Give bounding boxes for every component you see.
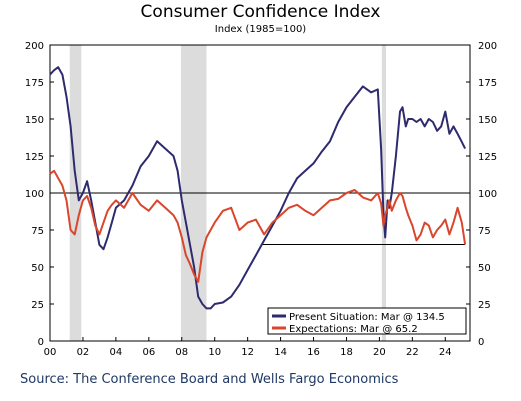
x-tick-label: 00 xyxy=(44,347,57,358)
legend-box xyxy=(267,307,467,335)
legend-label-0: Present Situation: Mar @ 134.5 xyxy=(289,312,445,323)
y-tick-label-right: 100 xyxy=(478,189,497,200)
y-tick-label-left: 200 xyxy=(25,41,44,52)
y-tick-label-right: 25 xyxy=(478,300,491,311)
y-tick-label-right: 175 xyxy=(478,78,497,89)
source-note: Source: The Conference Board and Wells F… xyxy=(20,372,399,387)
x-tick-label: 08 xyxy=(175,347,188,358)
x-tick-label: 04 xyxy=(110,347,123,358)
y-tick-label-left: 50 xyxy=(31,263,44,274)
x-tick-label: 12 xyxy=(241,347,254,358)
y-tick-label-right: 0 xyxy=(478,337,484,348)
y-tick-label-left: 150 xyxy=(25,115,44,126)
y-tick-label-right: 200 xyxy=(478,41,497,52)
x-tick-label: 10 xyxy=(208,347,221,358)
y-tick-label-right: 75 xyxy=(478,226,491,237)
series-line-0 xyxy=(49,66,466,310)
x-tick-label: 24 xyxy=(439,347,452,358)
y-tick-label-right: 50 xyxy=(478,263,491,274)
y-tick-label-left: 75 xyxy=(31,226,44,237)
chart-subtitle: Index (1985=100) xyxy=(214,24,307,35)
x-tick-label: 06 xyxy=(142,347,155,358)
y-tick-label-left: 100 xyxy=(25,189,44,200)
y-tick-label-right: 150 xyxy=(478,115,497,126)
x-tick-label: 14 xyxy=(274,347,287,358)
legend: Present Situation: Mar @ 134.5Expectatio… xyxy=(267,307,467,335)
x-tick-label: 18 xyxy=(340,347,353,358)
x-tick-label: 22 xyxy=(406,347,419,358)
y-tick-label-left: 25 xyxy=(31,300,44,311)
y-tick-label-left: 0 xyxy=(38,337,44,348)
x-tick-label: 02 xyxy=(77,347,90,358)
series-line-1 xyxy=(49,169,467,283)
y-tick-label-right: 125 xyxy=(478,152,497,163)
y-tick-label-left: 175 xyxy=(25,78,44,89)
legend-label-1: Expectations: Mar @ 65.2 xyxy=(289,324,418,335)
x-tick-label: 16 xyxy=(307,347,320,358)
y-tick-label-left: 125 xyxy=(25,152,44,163)
series-lines xyxy=(49,66,467,310)
chart-title: Consumer Confidence Index xyxy=(140,2,381,22)
x-tick-label: 20 xyxy=(373,347,386,358)
